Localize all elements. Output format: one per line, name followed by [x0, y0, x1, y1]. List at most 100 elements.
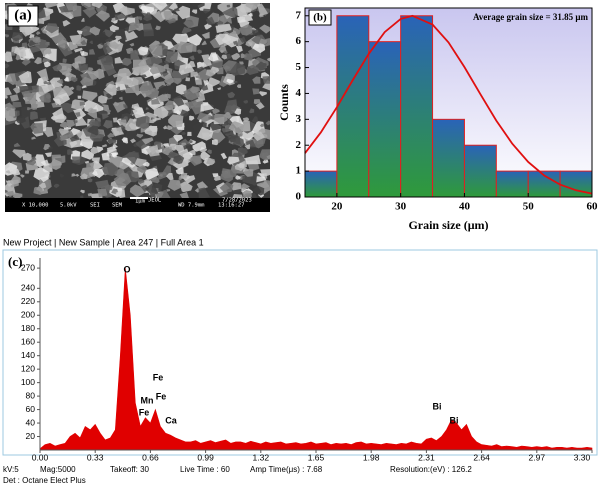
sem-grain: [167, 179, 182, 191]
sem-grain: [245, 3, 261, 10]
sem-grain: [212, 108, 220, 114]
sem-grain: [107, 154, 126, 168]
sem-grain: [212, 113, 228, 125]
sem-grain: [109, 41, 120, 50]
sem-grain: [258, 128, 270, 140]
sem-grain: [163, 11, 173, 21]
sem-grain: [48, 158, 62, 170]
footer-text: Det : Octane Elect Plus: [3, 476, 86, 485]
x-tick-label: 20: [331, 201, 343, 213]
sem-grain: [48, 146, 53, 150]
sem-grain: [45, 23, 59, 34]
sem-grain: [223, 50, 228, 55]
sem-grain: [102, 162, 119, 177]
sem-grain: [212, 139, 218, 146]
sem-grain: [233, 80, 238, 84]
sem-grain: [219, 181, 234, 193]
sem-grain: [190, 71, 199, 78]
sem-grain: [258, 43, 264, 48]
sem-grain: [259, 149, 270, 161]
sem-grain: [64, 3, 78, 11]
sem-grain: [209, 122, 222, 131]
x-tick-label: 1.98: [363, 452, 380, 462]
sem-grain: [36, 31, 41, 35]
sem-grain: [5, 87, 12, 96]
y-tick-label: 140: [21, 350, 35, 360]
sem-grain: [206, 157, 216, 166]
sem-grain: [187, 34, 203, 46]
sem-grain: [144, 182, 159, 196]
sem-grain: [238, 162, 245, 169]
sem-grain: [226, 70, 231, 74]
y-tick-label: 5: [296, 61, 302, 73]
sem-grain: [97, 43, 104, 49]
sem-grain: [137, 178, 145, 184]
sem-grain: [251, 116, 259, 123]
sem-grain: [164, 100, 177, 110]
sem-grain: [76, 30, 83, 35]
sem-grain: [207, 60, 224, 70]
sem-grain: [81, 17, 85, 22]
y-tick-label: 270: [21, 262, 35, 272]
sem-grain: [171, 78, 182, 85]
sem-grain: [107, 132, 114, 138]
sem-grain: [67, 149, 73, 155]
y-tick-label: 6: [296, 35, 302, 47]
sem-grain: [163, 125, 168, 130]
sem-grain: [80, 39, 87, 46]
sem-grain: [187, 131, 192, 136]
spectrum-header: New Project | New Sample | Area 247 | Fu…: [3, 237, 204, 247]
sem-grain: [93, 31, 107, 38]
sem-grain: [179, 192, 189, 198]
sem-grain: [192, 141, 207, 152]
sem-grain: [87, 192, 93, 197]
sem-grain: [239, 36, 247, 43]
sem-grain: [259, 91, 267, 97]
sem-grain: [88, 125, 98, 136]
sem-grain: [175, 5, 191, 20]
x-tick-label: 2.31: [418, 452, 435, 462]
sem-grain: [112, 101, 128, 113]
sem-grain: [205, 16, 216, 25]
sem-grain: [164, 93, 171, 99]
sem-grain: [11, 168, 21, 176]
y-tick-label: 80: [26, 390, 36, 400]
x-tick-label: 3.30: [574, 452, 591, 462]
sem-grain: [5, 107, 12, 112]
sem-grain: [5, 34, 9, 38]
sem-grain: [44, 152, 52, 157]
sem-grain: [103, 120, 113, 129]
y-tick-label: 220: [21, 296, 35, 306]
sem-grain: [168, 3, 178, 11]
sem-grain: [44, 3, 58, 9]
sem-grain: [66, 119, 76, 129]
sem-grain: [145, 87, 160, 99]
sem-grain: [124, 84, 140, 94]
sem-grain: [166, 173, 174, 181]
sem-grain: [13, 81, 22, 87]
sem-grain: [102, 29, 113, 38]
x-tick-label: 60: [587, 201, 599, 213]
sem-grain: [39, 47, 52, 57]
sem-grain: [205, 69, 215, 77]
sem-info-text: 7/28/2023: [222, 198, 252, 204]
sem-grain: [81, 149, 95, 160]
sem-grain: [110, 126, 124, 137]
sem-grain: [74, 112, 81, 117]
sem-grain: [18, 71, 32, 84]
sem-grain: [89, 40, 93, 45]
sem-grain: [30, 103, 38, 110]
sem-grain: [31, 136, 37, 140]
sem-grain: [259, 24, 270, 34]
sem-grain: [22, 115, 27, 119]
sem-grain: [158, 85, 171, 95]
sem-grain: [174, 8, 180, 12]
sem-grain: [82, 90, 98, 102]
sem-grain: [95, 6, 105, 14]
x-tick-label: 50: [523, 201, 535, 213]
sem-grain: [148, 45, 163, 58]
sem-grain: [212, 173, 219, 178]
sem-grain: [267, 57, 270, 62]
sem-grain: [244, 53, 253, 61]
